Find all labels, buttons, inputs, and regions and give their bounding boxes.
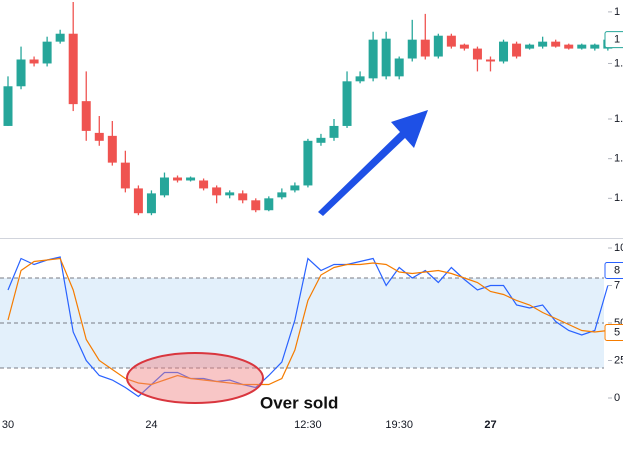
- candle-body: [199, 180, 209, 189]
- candle-body: [133, 188, 143, 214]
- arrow: [318, 110, 428, 216]
- candle-body: [55, 33, 65, 42]
- candle-body: [146, 193, 156, 214]
- candle-body: [290, 185, 300, 191]
- candle-body: [303, 140, 313, 186]
- y-tick-label: 1.: [614, 57, 623, 69]
- candle-body: [264, 198, 274, 211]
- candle-body: [512, 43, 522, 57]
- candle-body: [173, 177, 183, 181]
- x-tick-label: 12:30: [294, 419, 322, 431]
- candle-body: [590, 44, 600, 49]
- price-tag-box: [604, 31, 623, 49]
- candle-body: [472, 48, 482, 60]
- x-tick-label: 30: [2, 419, 14, 431]
- annotation-text: Over sold: [260, 393, 338, 412]
- candle-body: [355, 76, 365, 82]
- candle-body: [186, 177, 196, 181]
- candle-body: [381, 38, 391, 77]
- stoch-line: [7, 256, 609, 398]
- candle-body: [159, 177, 169, 196]
- y-tick-label: 25: [614, 354, 623, 366]
- candle-body: [251, 200, 261, 211]
- candle-body: [212, 187, 222, 196]
- candle-body: [368, 39, 378, 79]
- x-tick-label: 24: [145, 419, 157, 431]
- candle-body: [68, 33, 78, 105]
- y-tick-label: 0: [614, 392, 620, 404]
- candle-body: [81, 101, 91, 131]
- y-tick-label: 1: [614, 6, 620, 18]
- candle-body: [407, 39, 417, 59]
- x-tick-label: 27: [484, 419, 496, 431]
- oversold-ellipse: [126, 352, 264, 404]
- candle-body: [446, 35, 456, 47]
- candle-body: [94, 132, 104, 141]
- value-tag: 5: [614, 326, 620, 338]
- candle-body: [551, 41, 561, 47]
- y-tick-label: 7: [614, 279, 620, 291]
- value-tag-box: [604, 324, 623, 341]
- annotation-layer: [126, 110, 428, 404]
- candle-body: [316, 137, 326, 143]
- candle-body: [499, 41, 509, 62]
- candle-body: [107, 135, 117, 163]
- value-tag-box: [604, 262, 623, 279]
- y-tick-label: 1.: [614, 192, 623, 204]
- candle-body: [329, 125, 339, 138]
- candle-body: [459, 44, 469, 49]
- candle-body: [525, 44, 535, 49]
- candle-body: [29, 59, 39, 64]
- candle-body: [538, 41, 548, 47]
- x-tick-label: 19:30: [385, 419, 413, 431]
- candle-body: [394, 58, 404, 77]
- candle-body: [433, 35, 443, 57]
- candle-body: [120, 162, 130, 189]
- y-tick-label: 50: [614, 317, 623, 329]
- y-tick-label: 10: [614, 242, 623, 254]
- candle-body: [420, 39, 430, 57]
- candle-body: [225, 192, 235, 196]
- candle-body: [3, 86, 13, 126]
- candle-body: [485, 59, 495, 62]
- y-tick-label: 1.: [614, 113, 623, 125]
- candle-body: [564, 44, 574, 49]
- y-tick-label: 1.: [614, 153, 623, 165]
- candle-body: [277, 192, 287, 198]
- candle-body: [238, 193, 248, 201]
- candle-body: [42, 41, 52, 64]
- candle-body: [342, 81, 352, 126]
- price-tag: 1: [614, 34, 620, 46]
- candle-body: [16, 59, 26, 87]
- candle-body: [577, 44, 587, 49]
- stoch-line: [7, 257, 608, 386]
- value-tag: 8: [614, 264, 620, 276]
